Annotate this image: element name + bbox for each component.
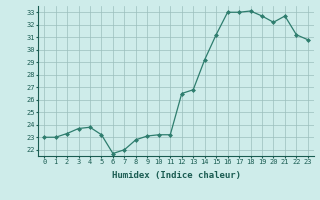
X-axis label: Humidex (Indice chaleur): Humidex (Indice chaleur) [111,171,241,180]
